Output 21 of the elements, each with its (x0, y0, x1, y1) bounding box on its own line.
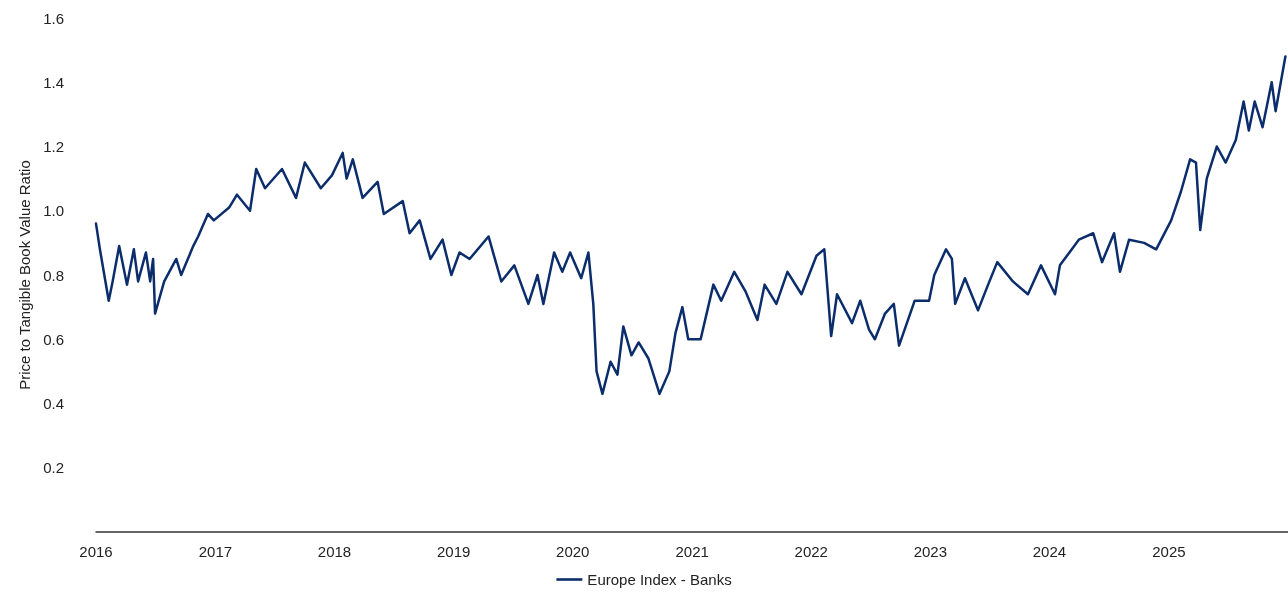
y-tick-label: 0.6 (43, 330, 64, 348)
x-tick-label: 2021 (675, 543, 709, 560)
legend-label: Europe Index - Banks (587, 571, 732, 588)
y-tick-label: 0.2 (43, 459, 64, 477)
y-tick-label: 1.2 (43, 138, 64, 155)
y-tick-label: 1.4 (43, 73, 64, 91)
y-tick-label: 0.8 (43, 266, 64, 284)
x-tick-label: 2023 (913, 543, 948, 560)
x-tick-label: 2018 (317, 543, 352, 560)
x-tick-label: 2016 (79, 543, 113, 560)
x-tick-label: 2020 (556, 543, 590, 560)
x-tick-label: 2019 (436, 543, 471, 560)
x-tick-label: 2022 (794, 543, 828, 560)
y-axis-title: Price to Tangible Book Value Ratio (16, 160, 33, 390)
y-tick-label: 0.4 (43, 395, 64, 412)
y-tick-label: 1.0 (43, 202, 64, 220)
x-tick-label: 2025 (1152, 543, 1186, 560)
x-tick-label: 2017 (198, 543, 233, 560)
x-tick-label: 2024 (1032, 543, 1067, 560)
y-tick-label: 1.6 (43, 9, 64, 27)
line-series (94, 55, 1287, 396)
